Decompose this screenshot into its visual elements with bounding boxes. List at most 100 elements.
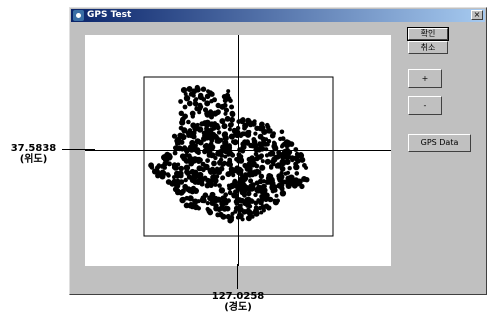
gps-point (228, 133, 235, 140)
gps-point (180, 133, 186, 138)
gps-point (256, 184, 263, 191)
gps-point (245, 215, 252, 222)
gps-point (288, 174, 295, 181)
title-bar[interactable]: GPS Test × (71, 9, 485, 22)
gps-plot-area[interactable] (85, 35, 391, 266)
gps-point (181, 155, 188, 162)
gps-point (225, 171, 232, 178)
gps-point (184, 170, 191, 176)
gps-point (205, 158, 210, 163)
gps-point (156, 163, 162, 168)
gps-point (221, 131, 228, 138)
gps-point (186, 119, 191, 125)
gps-point (217, 183, 222, 188)
gps-point (266, 205, 272, 211)
gps-point (183, 177, 188, 183)
window-title: GPS Test (87, 10, 132, 20)
gps-point (246, 190, 252, 197)
gps-point (253, 131, 258, 136)
gps-point (185, 186, 192, 193)
gps-point (218, 166, 225, 172)
gps-point (207, 195, 213, 201)
gps-point (190, 114, 195, 119)
gps-scatter-plot (85, 35, 391, 266)
gps-point (258, 173, 265, 179)
gps-point (214, 139, 219, 144)
ok-button[interactable]: 확인 (407, 27, 449, 41)
gps-point (223, 192, 229, 198)
gps-point (248, 143, 253, 149)
gps-point (251, 185, 256, 190)
gps-point (201, 97, 206, 102)
gps-point (245, 118, 252, 126)
gps-point (206, 208, 212, 214)
gps-point (242, 162, 248, 169)
gps-point (196, 178, 203, 185)
gps-point (180, 188, 186, 194)
gps-point (222, 160, 227, 166)
cancel-button[interactable]: 취소 (408, 41, 448, 54)
gps-point (250, 162, 256, 168)
gps-point (239, 213, 244, 218)
gps-point (271, 131, 276, 136)
gps-point (195, 158, 202, 164)
gps-point (222, 140, 227, 146)
gps-point (233, 205, 240, 212)
gps-point (190, 187, 197, 194)
gps-point (262, 184, 267, 189)
gps-point (246, 161, 253, 167)
gps-point (196, 126, 204, 133)
zoom-out-button[interactable]: - (408, 96, 442, 115)
gps-point (261, 208, 266, 213)
gps-point (288, 180, 294, 187)
gps-point (171, 164, 178, 170)
gps-point (200, 161, 206, 167)
gps-point (261, 179, 267, 184)
gps-point (230, 211, 235, 216)
gps-point (208, 127, 214, 133)
gps-point (279, 170, 284, 175)
gps-point (261, 128, 268, 135)
gps-point (244, 140, 251, 146)
gps-point (286, 150, 292, 156)
gps-point (209, 144, 216, 151)
gps-data-button[interactable]: GPS Data (408, 134, 471, 152)
gps-app-icon (73, 10, 84, 21)
gps-point (215, 110, 221, 116)
gps-point (211, 160, 217, 167)
gps-point (263, 197, 269, 203)
gps-point (267, 196, 274, 203)
gps-point (260, 159, 265, 164)
gps-point (176, 188, 181, 193)
gps-point (275, 198, 280, 203)
zoom-in-button[interactable]: + (408, 69, 442, 88)
gps-point (183, 202, 190, 209)
gps-point (181, 127, 188, 134)
gps-point (224, 115, 231, 122)
gps-point (293, 163, 300, 171)
close-icon[interactable]: × (471, 10, 483, 20)
gps-point (234, 157, 239, 162)
gps-point (178, 179, 185, 185)
gps-point (254, 188, 259, 193)
gps-point (293, 147, 299, 152)
gps-point (171, 133, 178, 139)
gps-point (253, 208, 259, 214)
gps-point (218, 211, 224, 218)
gps-point (260, 204, 266, 210)
gps-point (207, 168, 212, 173)
gps-point (274, 164, 279, 169)
gps-point (227, 157, 233, 163)
gps-point (189, 168, 196, 175)
gps-point (293, 155, 300, 162)
gps-point (200, 86, 207, 92)
gps-point (238, 186, 244, 192)
gps-point (246, 209, 253, 215)
gps-point (253, 192, 258, 198)
latitude-value: 37.5838 (10, 143, 57, 154)
latitude-guide-line (62, 149, 95, 150)
gps-point (264, 158, 271, 165)
gps-point (220, 176, 225, 181)
gps-point (227, 122, 234, 128)
gps-point (182, 104, 188, 110)
